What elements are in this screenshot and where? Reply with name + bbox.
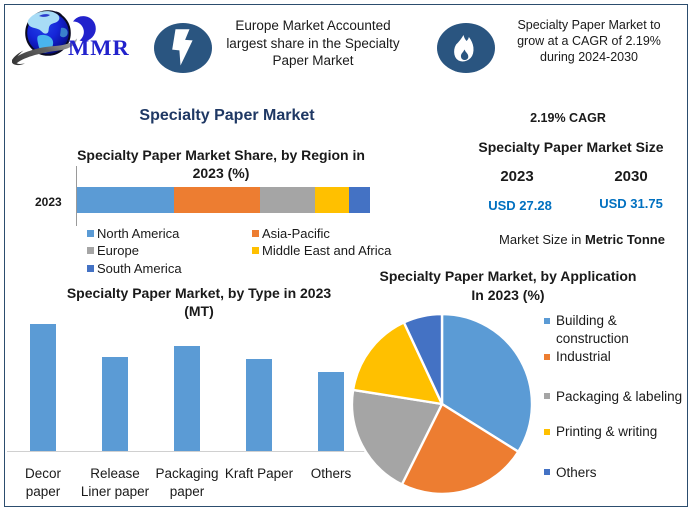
svg-text:MMR: MMR	[68, 35, 130, 60]
